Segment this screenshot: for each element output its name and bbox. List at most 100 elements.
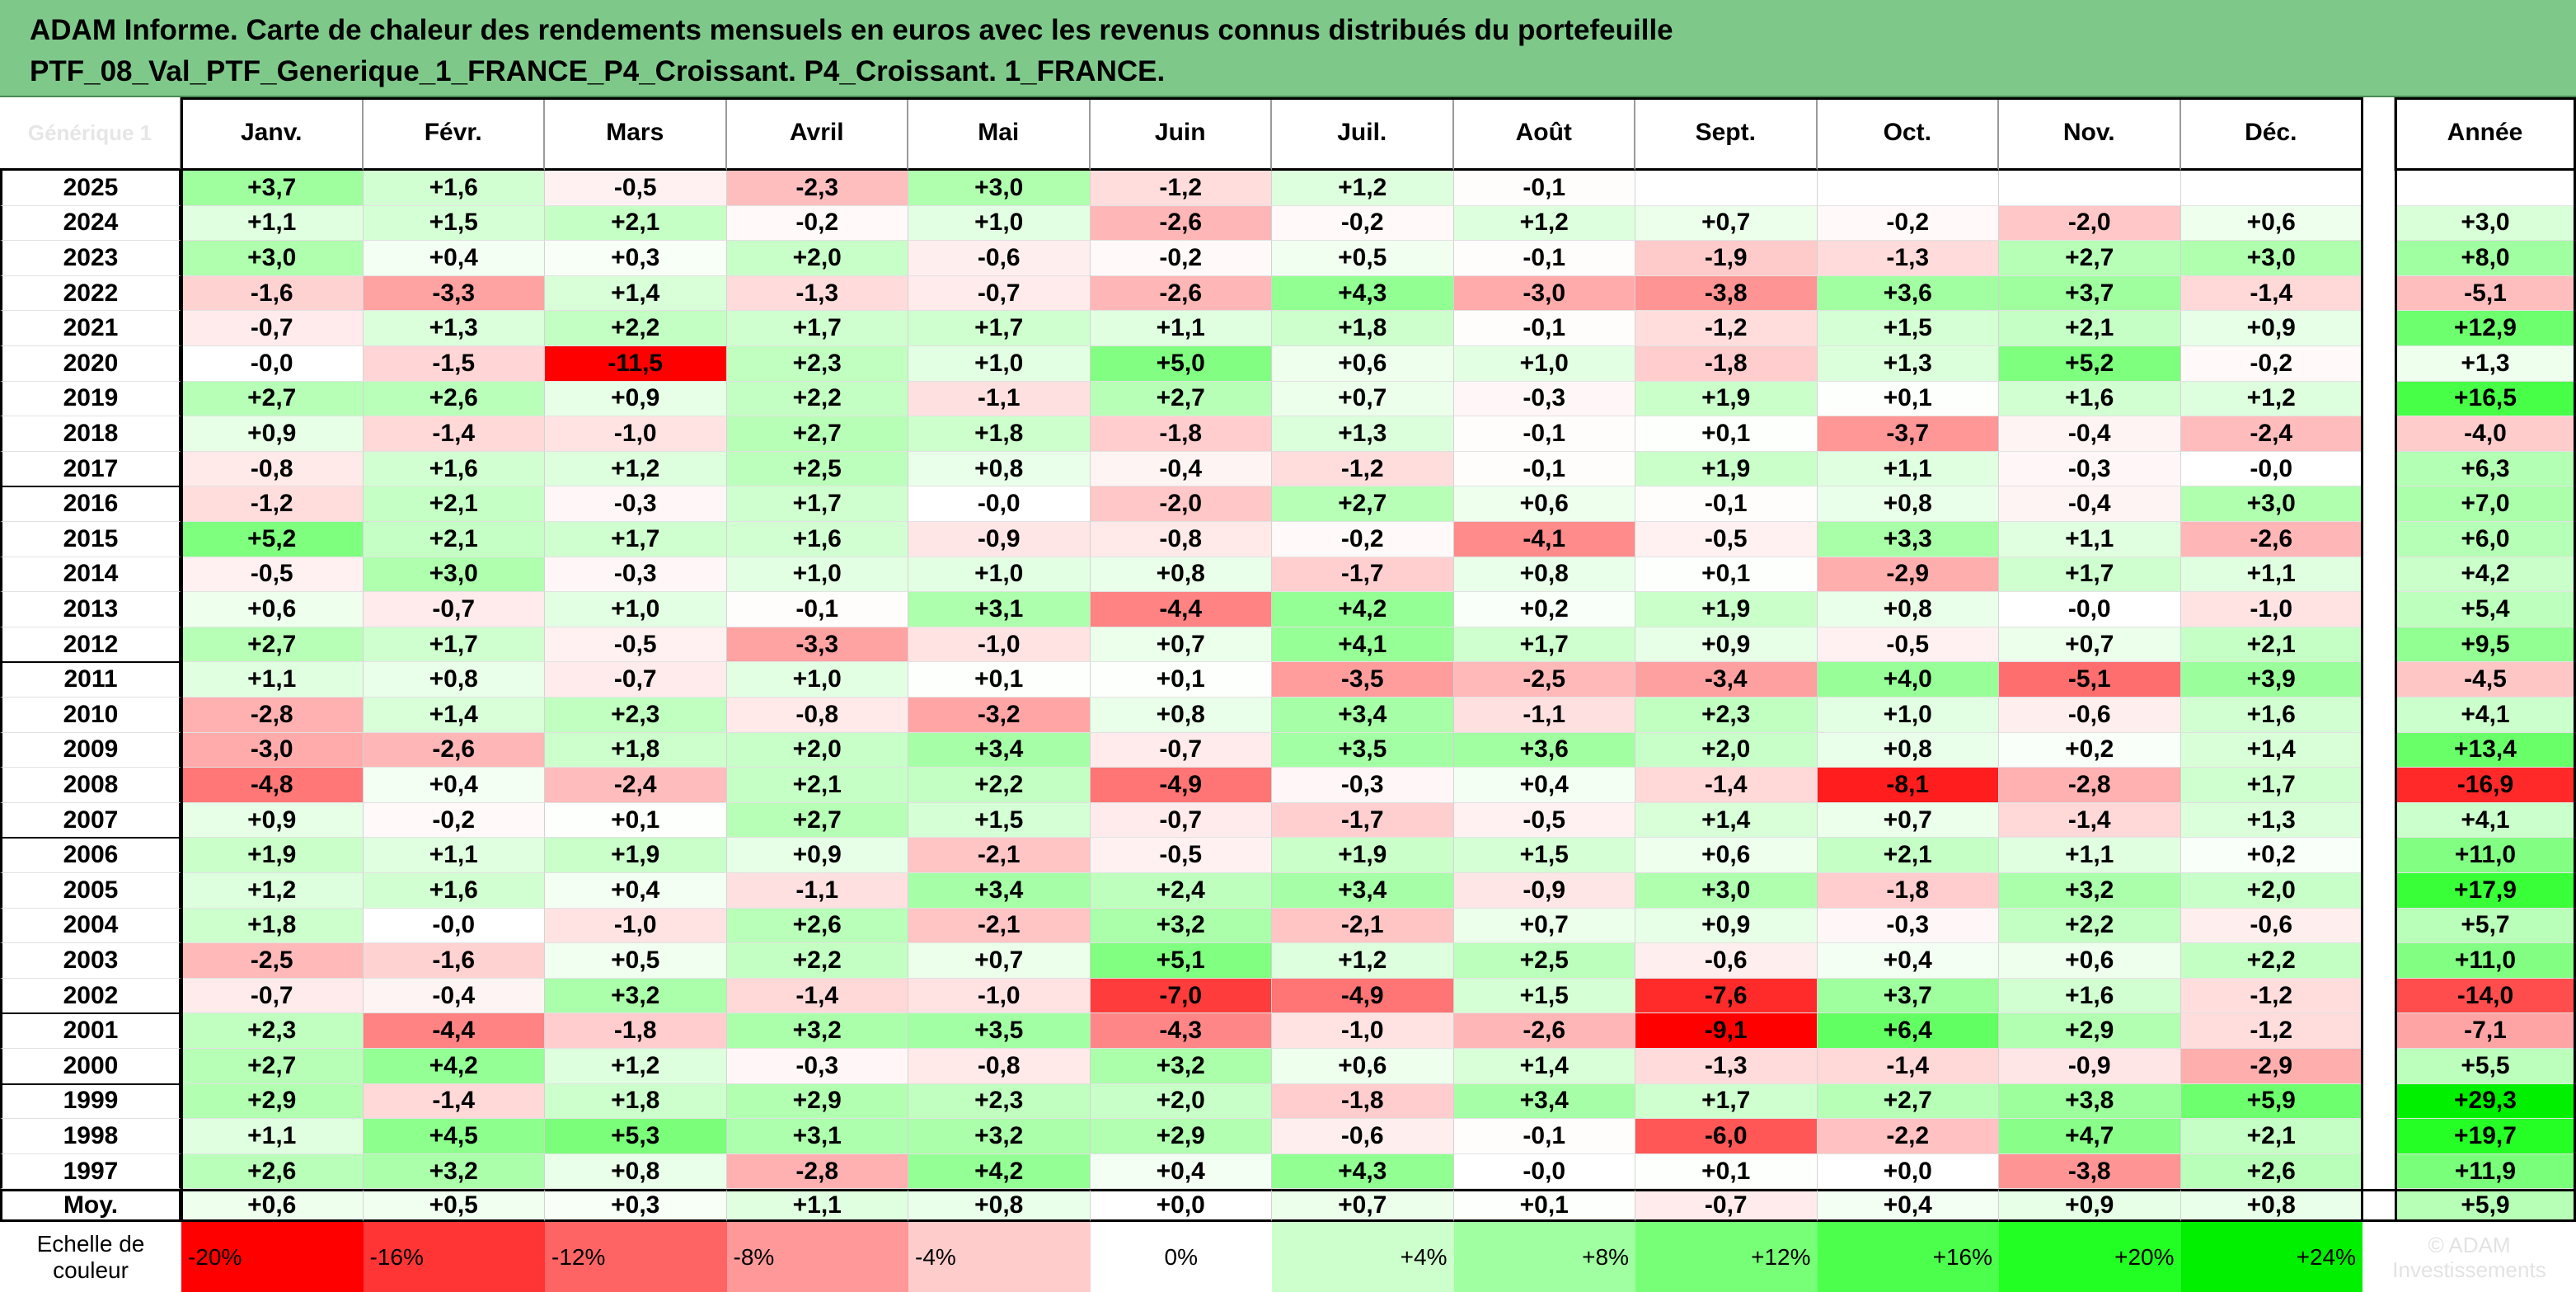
- heatmap-cell: +1,6: [363, 171, 545, 206]
- heatmap-cell: +3,2: [726, 1013, 908, 1049]
- heatmap-cell: +0,8: [1090, 698, 1272, 733]
- year-group-separator: [0, 1083, 181, 1085]
- heatmap-cell: +1,0: [1817, 698, 1999, 733]
- heatmap-cell: +1,8: [545, 732, 727, 768]
- heatmap-cell: +2,2: [908, 768, 1091, 803]
- heatmap-cell: -1,4: [2180, 275, 2363, 312]
- annual-cell: +4,2: [2395, 557, 2576, 593]
- color-scale-swatch: -12%: [545, 1222, 727, 1292]
- heatmap-cell: +3,2: [1090, 908, 1272, 944]
- heatmap-cell: -0,4: [1999, 416, 2181, 452]
- heatmap-cell: +0,5: [1272, 241, 1454, 276]
- heatmap-cell: +2,7: [726, 802, 908, 839]
- heatmap-cell: +0,9: [181, 416, 364, 452]
- heatmap-cell: -1,4: [1817, 1049, 1999, 1084]
- heatmap-cell: -0,7: [181, 978, 364, 1014]
- row-year-label: 2009: [0, 732, 181, 768]
- heatmap-cell: -6,0: [1635, 1119, 1818, 1154]
- heatmap-cell: +3,2: [1999, 873, 2181, 909]
- heatmap-cell: -0,1: [1453, 416, 1635, 452]
- row-year-label: 2018: [0, 416, 181, 452]
- heatmap-cell: +3,0: [2180, 486, 2363, 522]
- heatmap-cell: +2,9: [1090, 1119, 1272, 1154]
- heatmap-cell: +1,9: [1635, 451, 1818, 487]
- heatmap-cell: +1,7: [1453, 627, 1635, 663]
- heatmap-cell: +4,2: [363, 1049, 545, 1084]
- heatmap-cell: +0,9: [726, 838, 908, 873]
- heatmap-cell: -2,4: [545, 768, 727, 803]
- heatmap-cell: +0,2: [2180, 838, 2363, 873]
- annual-cell: -16,9: [2395, 768, 2576, 803]
- heatmap-cell: -3,2: [908, 698, 1091, 733]
- heatmap-cell: +1,4: [1635, 802, 1818, 839]
- heatmap-cell: -0,5: [1817, 627, 1999, 663]
- grid-border-top: [181, 97, 2363, 100]
- heatmap-cell: [1999, 171, 2181, 206]
- row-year-label: 2019: [0, 381, 181, 417]
- heatmap-cell: +0,1: [1635, 557, 1818, 593]
- heatmap-cell: +1,1: [1999, 522, 2181, 557]
- heatmap-cell: -0,3: [545, 486, 727, 522]
- heatmap-cell: +1,7: [1635, 1083, 1818, 1120]
- heatmap-cell: +2,6: [363, 381, 545, 417]
- heatmap-cell: +0,4: [1453, 768, 1635, 803]
- heatmap-cell: +0,3: [545, 241, 727, 276]
- heatmap-cell: -1,4: [363, 416, 545, 452]
- heatmap-cell: +1,0: [908, 557, 1091, 593]
- heatmap-cell: -0,2: [1090, 241, 1272, 276]
- heatmap-cell: +2,5: [1453, 943, 1635, 979]
- heatmap-cell: +1,4: [545, 275, 727, 312]
- heatmap-cell: +3,1: [726, 1119, 908, 1154]
- heatmap-cell: +2,3: [545, 698, 727, 733]
- row-year-label: 1997: [0, 1153, 181, 1190]
- row-spacer: [2363, 1013, 2395, 1049]
- heatmap-cell: +2,1: [2180, 627, 2363, 663]
- heatmap-cell: -1,1: [726, 873, 908, 909]
- heatmap-cell: +2,2: [726, 943, 908, 979]
- heatmap-cell: -1,4: [363, 1083, 545, 1120]
- heatmap-cell: +2,4: [1090, 873, 1272, 909]
- heatmap-cell: -0,3: [545, 557, 727, 593]
- heatmap-cell: +4,3: [1272, 1153, 1454, 1190]
- row-spacer: [2363, 381, 2395, 417]
- color-scale-swatch: -20%: [181, 1222, 364, 1292]
- heatmap-cell: -1,8: [1090, 416, 1272, 452]
- heatmap-cell: +1,7: [726, 311, 908, 346]
- color-scale-label-text: Echelle de couleur: [36, 1230, 145, 1283]
- annual-cell: -14,0: [2395, 978, 2576, 1014]
- row-spacer: [2363, 978, 2395, 1014]
- heatmap-cell: +1,1: [1999, 838, 2181, 873]
- row-year-label: 2007: [0, 802, 181, 839]
- annual-cell: +5,7: [2395, 908, 2576, 944]
- heatmap-cell: -1,1: [908, 381, 1091, 417]
- column-header-month: Déc.: [2180, 97, 2363, 171]
- heatmap-cell: +1,9: [1272, 838, 1454, 873]
- heatmap-cell: -7,6: [1635, 978, 1818, 1014]
- row-year-label: 2000: [0, 1049, 181, 1084]
- heatmap-cell: +1,5: [1453, 838, 1635, 873]
- heatmap-cell: +2,1: [1817, 838, 1999, 873]
- heatmap-cell: +2,0: [2180, 873, 2363, 909]
- heatmap-cell: -0,3: [1817, 908, 1999, 944]
- heatmap-cell: -1,2: [1272, 451, 1454, 487]
- heatmap-cell: -5,1: [1999, 662, 2181, 698]
- annual-cell: +6,3: [2395, 451, 2576, 487]
- heatmap-cell: +3,8: [1999, 1083, 2181, 1120]
- heatmap-cell: +1,1: [2180, 557, 2363, 593]
- heatmap-cell: -2,8: [181, 698, 364, 733]
- heatmap-cell: +2,6: [726, 908, 908, 944]
- average-spacer: [2363, 1189, 2395, 1223]
- heatmap-cell: +1,6: [2180, 698, 2363, 733]
- heatmap-cell: +0,9: [1635, 908, 1818, 944]
- heatmap-cell: +0,9: [545, 381, 727, 417]
- row-year-label: 2016: [0, 486, 181, 522]
- color-scale-swatch: +12%: [1635, 1222, 1818, 1292]
- row-year-label: 2010: [0, 698, 181, 733]
- average-cell: +0,4: [1817, 1189, 1999, 1223]
- grid-border-left-year: [2395, 97, 2397, 1223]
- heatmap-cell: +2,7: [726, 416, 908, 452]
- heatmap-cell: +1,2: [1272, 171, 1454, 206]
- heatmap-cell: +1,8: [181, 908, 364, 944]
- heatmap-cell: +2,5: [726, 451, 908, 487]
- heatmap-cell: -1,8: [1635, 346, 1818, 382]
